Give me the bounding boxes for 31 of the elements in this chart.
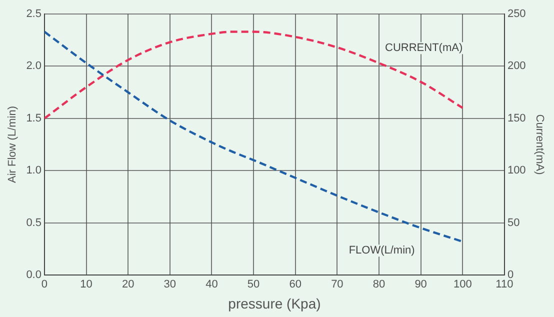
y2-axis-title: Current(mA) <box>533 114 546 175</box>
y-tick-label: 1.5 <box>26 112 42 124</box>
x-tick-label: 50 <box>247 278 260 291</box>
series-label: CURRENT(mA) <box>385 42 463 54</box>
y2-tick-label: 150 <box>507 112 526 124</box>
y-tick-label: 2.0 <box>26 60 42 72</box>
y-tick-label: 2.5 <box>26 8 42 20</box>
y2-tick-label: 200 <box>507 60 526 72</box>
y2-tick-label: 50 <box>507 216 520 229</box>
line-series <box>44 30 464 120</box>
x-axis-title: pressure (Kpa) <box>228 295 321 312</box>
line-series <box>44 30 464 243</box>
series-label: FLOW(L/min) <box>348 244 415 257</box>
x-tick-label: 90 <box>414 278 427 291</box>
y-tick-label: 1.0 <box>26 164 42 177</box>
x-tick-label: 100 <box>453 278 472 291</box>
x-tick-label: 0 <box>41 278 48 291</box>
x-tick-label: 20 <box>122 278 134 291</box>
x-tick-label: 70 <box>331 278 344 291</box>
y2-tick-label: 0 <box>507 269 514 282</box>
y-tick-label: 0.0 <box>26 269 42 282</box>
x-tick-label: 60 <box>289 278 302 291</box>
y-tick-label: 0.5 <box>26 216 42 229</box>
x-tick-label: 80 <box>372 278 386 291</box>
y2-tick-label: 100 <box>507 164 526 177</box>
x-tick-label: 10 <box>80 278 92 291</box>
y-axis-title: Air Flow (L/min) <box>6 106 19 184</box>
y2-tick-label: 250 <box>507 8 526 20</box>
x-tick-label: 30 <box>164 278 176 291</box>
x-tick-label: 40 <box>206 278 218 291</box>
x-tick-label: 110 <box>496 278 514 291</box>
